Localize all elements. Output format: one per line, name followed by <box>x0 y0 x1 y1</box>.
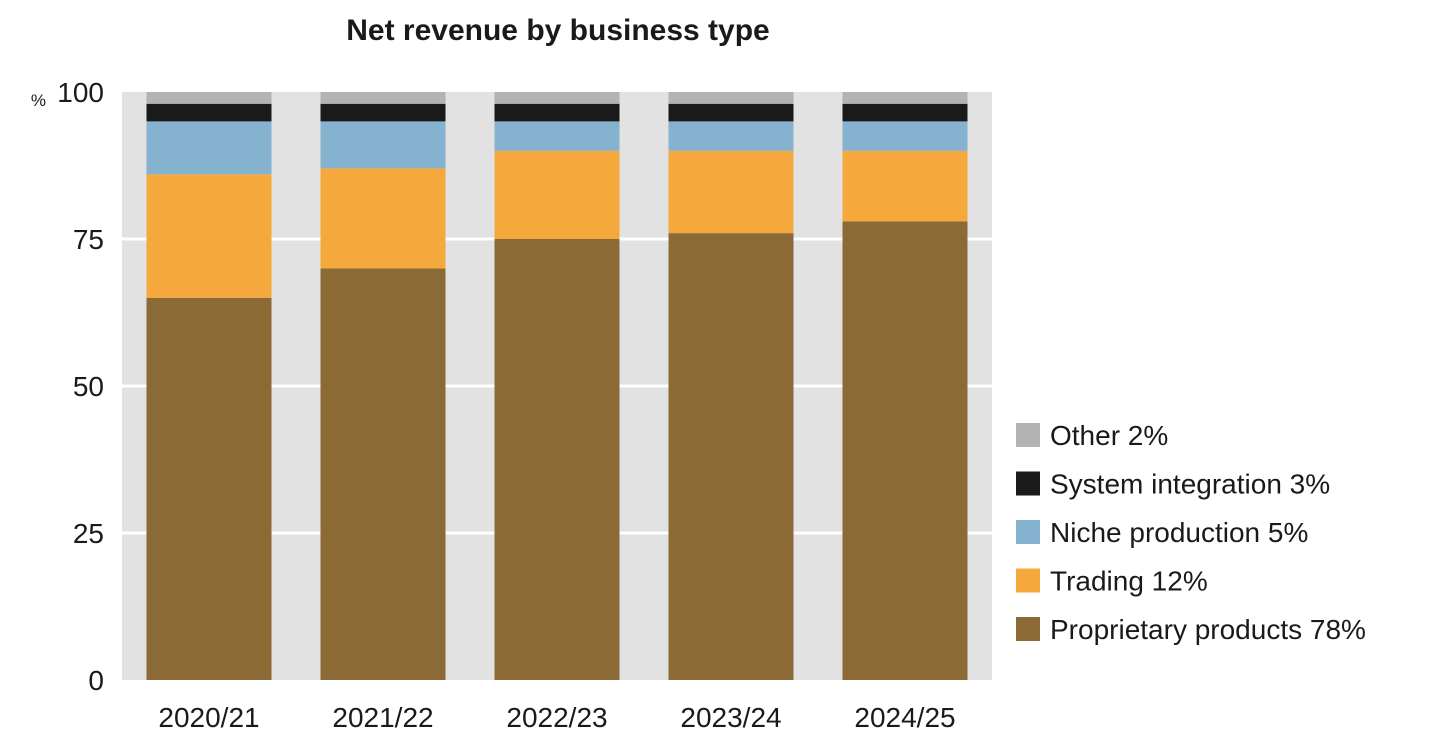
bar-segment <box>494 239 620 680</box>
bar-segment <box>146 92 272 104</box>
y-tick-label: 75 <box>73 224 104 255</box>
bars <box>146 92 968 681</box>
legend-swatch <box>1016 617 1040 641</box>
x-tick-label: 2020/21 <box>158 702 259 733</box>
x-tick-label: 2023/24 <box>680 702 781 733</box>
y-tick-label: 50 <box>73 371 104 402</box>
bar-segment <box>320 103 446 122</box>
bar-segment <box>842 92 968 104</box>
y-axis-unit-label: % <box>31 91 46 110</box>
bar-segment <box>842 121 968 151</box>
bar-segment <box>668 92 794 104</box>
bar-segment <box>146 174 272 298</box>
legend-swatch <box>1016 568 1040 593</box>
bar-segment <box>494 103 620 122</box>
bar-segment <box>146 297 272 680</box>
legend-label: Trading 12% <box>1050 566 1208 597</box>
legend: Other 2% System integration 3% Niche produ… <box>1016 420 1366 645</box>
legend-label: Other 2% <box>1050 420 1168 451</box>
bar-segment <box>494 150 620 239</box>
legend-swatch <box>1016 471 1040 496</box>
y-axis: 0 25 50 75 100 <box>57 77 104 696</box>
y-tick-label: 25 <box>73 518 104 549</box>
bar-segment <box>146 103 272 122</box>
bar-segment <box>494 121 620 151</box>
legend-label: System integration 3% <box>1050 469 1330 500</box>
legend-label: Niche production 5% <box>1050 517 1308 548</box>
bar-segment <box>320 92 446 104</box>
chart-title: Net revenue by business type <box>346 14 770 47</box>
legend-label: Proprietary products 78% <box>1050 614 1366 645</box>
bar-segment <box>842 103 968 122</box>
y-tick-label: 100 <box>57 77 104 108</box>
bar-segment <box>320 168 446 269</box>
bar-segment <box>320 121 446 169</box>
bar-segment <box>668 233 794 680</box>
legend-swatch <box>1016 520 1040 544</box>
x-tick-label: 2021/22 <box>332 702 433 733</box>
legend-swatch <box>1016 423 1040 447</box>
bar-segment <box>668 150 794 234</box>
x-tick-label: 2024/25 <box>854 702 955 733</box>
bar-segment <box>668 121 794 151</box>
bar-segment <box>320 268 446 680</box>
bar-segment <box>668 103 794 122</box>
bar-segment <box>494 92 620 104</box>
bar-segment <box>146 121 272 175</box>
bar-segment <box>842 150 968 222</box>
bar-segment <box>842 221 968 681</box>
x-axis: 2020/21 2021/22 2022/23 2023/24 2024/25 <box>158 702 955 733</box>
x-tick-label: 2022/23 <box>506 702 607 733</box>
y-tick-label: 0 <box>88 665 104 696</box>
